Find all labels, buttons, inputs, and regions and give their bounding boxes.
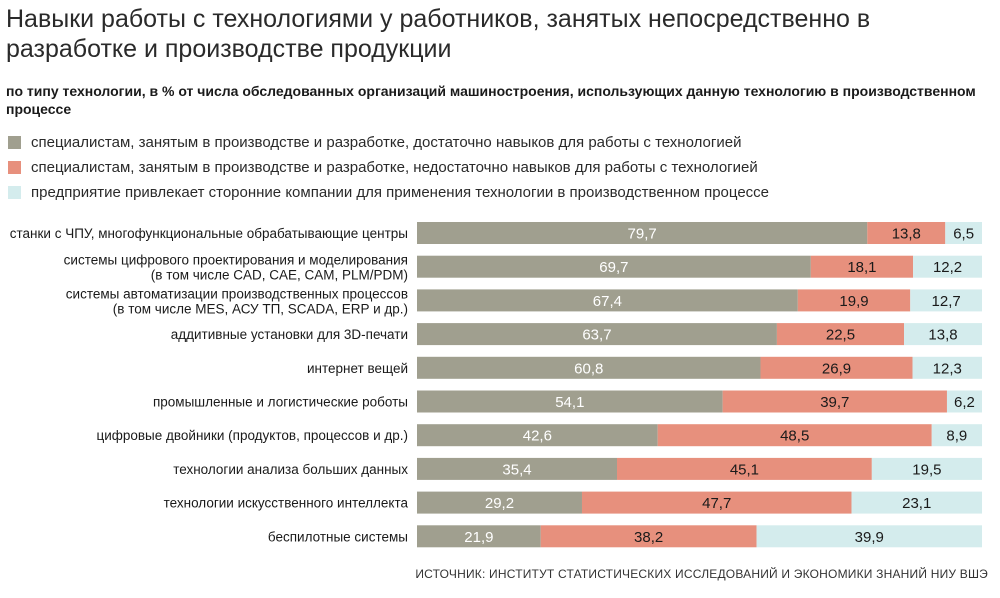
data-label-sufficient: 35,4 [502,461,531,478]
category-label: цифровые двойники (продуктов, процессов … [96,428,408,443]
bar-segment-outsourced [904,323,982,346]
data-label-insufficient: 38,2 [634,529,663,546]
data-label-outsourced: 19,5 [912,461,941,478]
data-label-sufficient: 54,1 [555,394,584,411]
data-label-insufficient: 26,9 [822,360,851,377]
data-label-insufficient: 48,5 [780,428,809,445]
data-label-outsourced: 12,3 [933,360,962,377]
data-label-insufficient: 47,7 [702,495,731,512]
legend-swatch-outsourced [8,186,21,199]
data-label-sufficient: 29,2 [485,495,514,512]
bar-segment-sufficient [417,289,798,312]
bar-segment-insufficient [810,255,914,278]
data-label-outsourced: 6,2 [954,394,975,411]
category-label: технологии искусственного интеллекта [164,496,409,511]
data-label-outsourced: 13,8 [928,327,957,344]
data-label-outsourced: 12,2 [933,259,962,276]
bar-segment-insufficient [797,289,911,312]
data-label-sufficient: 60,8 [574,360,603,377]
bar-segment-insufficient [540,525,757,548]
legend-swatch-insufficient [8,161,21,174]
bar-segment-outsourced [913,255,982,278]
category-label: системы автоматизации производственных п… [66,286,408,316]
data-label-insufficient: 19,9 [839,293,868,310]
bar-segment-outsourced [945,222,982,244]
data-label-insufficient: 13,8 [892,226,921,243]
legend-label-sufficient: специалистам, занятым в производстве и р… [31,134,742,151]
bar-segment-sufficient [417,525,541,548]
category-label: аддитивные установки для 3D-печати [171,327,408,342]
bar-segment-insufficient [617,457,872,480]
bar-segment-sufficient [417,255,811,278]
data-label-sufficient: 69,7 [599,259,628,276]
data-label-sufficient: 42,6 [523,428,552,445]
data-label-sufficient: 21,9 [464,529,493,546]
data-label-insufficient: 18,1 [847,259,876,276]
bar-segment-insufficient [867,222,946,244]
legend-label-outsourced: предприятие привлекает сторонние компани… [31,184,770,201]
category-label: промышленные и логистические роботы [153,395,408,410]
bar-segment-insufficient [760,356,913,379]
chart-title: Навыки работы с технологиями у работнико… [6,5,871,63]
chart-legend: специалистам, занятым в производстве и р… [8,130,988,205]
category-label: станки с ЧПУ, многофункциональные обраба… [10,226,408,241]
data-label-outsourced: 23,1 [902,495,931,512]
bar-segment-insufficient [776,323,905,346]
category-label: беспилотные системы [268,529,408,544]
bar-segment-sufficient [417,390,723,413]
bar-segment-sufficient [417,491,582,514]
data-label-outsourced: 8,9 [946,428,967,445]
bar-segment-outsourced [946,390,982,413]
bar-segment-sufficient [417,424,658,447]
bar-segment-sufficient [417,356,761,379]
legend-item-sufficient: специалистам, занятым в производстве и р… [8,130,988,155]
bar-segment-insufficient [581,491,852,514]
bar-segment-sufficient [417,457,618,480]
legend-label-insufficient: специалистам, занятым в производстве и р… [31,159,758,176]
bar-segment-outsourced [871,457,983,480]
chart-subtitle: по типу технологии, в % от числа обследо… [6,83,976,117]
legend-swatch-sufficient [8,136,21,149]
data-label-insufficient: 39,7 [820,394,849,411]
legend-item-insufficient: специалистам, занятым в производстве и р… [8,155,988,180]
bar-segment-insufficient [657,424,932,447]
data-label-outsourced: 12,7 [932,293,961,310]
bar-segment-sufficient [417,323,777,346]
data-label-outsourced: 6,5 [953,226,974,243]
data-label-insufficient: 22,5 [826,327,855,344]
data-label-sufficient: 79,7 [628,226,657,243]
data-label-sufficient: 63,7 [582,327,611,344]
data-label-outsourced: 39,9 [855,529,884,546]
legend-item-outsourced: предприятие привлекает сторонние компани… [8,180,988,205]
bar-segment-outsourced [851,491,983,514]
bar-segment-insufficient [722,390,947,413]
data-label-insufficient: 45,1 [730,461,759,478]
bar-segment-outsourced [756,525,983,548]
bar-segment-outsourced [910,289,982,312]
data-label-sufficient: 67,4 [593,293,622,310]
bar-segment-sufficient [417,222,868,244]
category-label: системы цифрового проектирования и модел… [64,253,408,283]
bar-segment-outsourced [931,424,983,447]
source-note: ИСТОЧНИК: ИНСТИТУТ СТАТИСТИЧЕСКИХ ИССЛЕД… [415,567,988,581]
bar-segment-outsourced [912,356,982,379]
category-label: интернет вещей [307,361,408,376]
category-label: технологии анализа больших данных [173,462,408,477]
